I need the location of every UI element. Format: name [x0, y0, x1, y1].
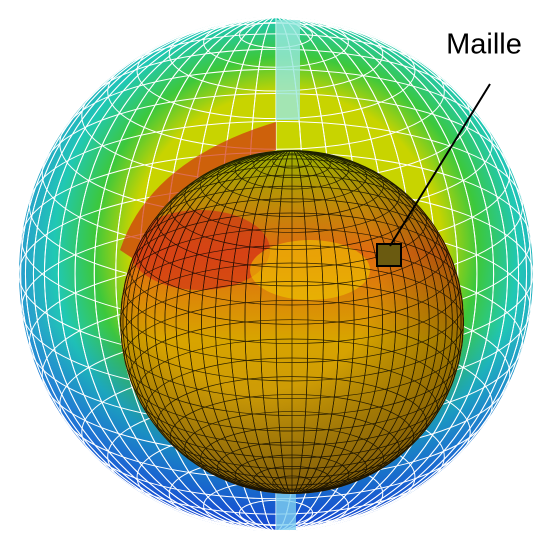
parallel: [157, 376, 427, 470]
parallel: [184, 411, 400, 486]
parallel: [170, 394, 414, 479]
parallel: [200, 153, 384, 217]
parallel: [253, 466, 331, 493]
meridian: [260, 150, 324, 494]
meridian: [201, 150, 383, 494]
highlighted-cell: [376, 243, 402, 267]
meridian: [229, 150, 355, 494]
meridian: [214, 150, 370, 494]
meridian: [154, 150, 430, 494]
parallel: [129, 319, 455, 432]
parallel: [123, 300, 461, 416]
parallel: [234, 454, 350, 494]
meridian: [120, 150, 464, 494]
meridian: [137, 150, 447, 494]
meridian: [32, 17, 520, 531]
parallel: [129, 212, 455, 325]
meridian: [20, 17, 532, 531]
meridian: [131, 150, 453, 494]
meridian: [175, 150, 409, 494]
meridian: [275, 150, 309, 494]
parallel: [272, 475, 312, 490]
meridian: [43, 17, 509, 531]
meridian: [93, 17, 459, 531]
meridian: [187, 150, 397, 494]
parallel: [120, 281, 464, 400]
meridian: [122, 150, 462, 494]
cut-face: [276, 20, 300, 120]
parallel: [217, 150, 367, 203]
core-grid: [120, 150, 464, 494]
core-shade: [120, 150, 464, 494]
parallel: [146, 357, 438, 459]
parallel: [123, 228, 461, 344]
meridian: [164, 150, 420, 494]
meridian: [74, 17, 478, 531]
parallel: [200, 427, 384, 491]
meridian: [57, 17, 495, 531]
callout-label: Maille: [446, 29, 522, 61]
parallel: [272, 154, 312, 169]
parallel: [120, 262, 464, 382]
meridian: [24, 17, 528, 531]
meridian: [126, 150, 458, 494]
parallel: [146, 185, 438, 287]
parallel: [217, 441, 367, 494]
inner-sphere: [120, 122, 464, 494]
callout-line: [389, 83, 491, 247]
parallel: [120, 244, 464, 363]
meridian: [145, 150, 439, 494]
parallel: [157, 174, 427, 268]
parallel: [234, 150, 350, 190]
parallel: [184, 158, 400, 233]
parallel: [136, 338, 448, 446]
parallel: [253, 151, 331, 178]
